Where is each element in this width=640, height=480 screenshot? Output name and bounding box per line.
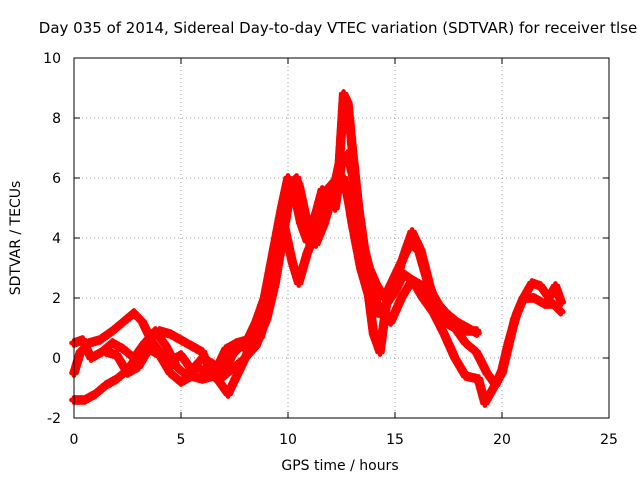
y-tick-label: 8 — [52, 111, 61, 127]
y-tick-label: 4 — [52, 231, 61, 247]
plot-frame — [73, 57, 610, 419]
axis-ticks: 0 5 10 15 20 25 -2 0 2 4 6 8 10 — [43, 51, 618, 448]
x-tick-label: 25 — [600, 432, 618, 448]
chart-title: Day 035 of 2014, Sidereal Day-to-day VTE… — [39, 19, 637, 37]
x-tick-label: 20 — [493, 432, 511, 448]
x-tick-label: 15 — [386, 432, 404, 448]
y-tick-label: 0 — [52, 351, 61, 367]
y-axis-label: SDTVAR / TECUs — [8, 181, 24, 296]
x-tick-label: 10 — [279, 432, 297, 448]
y-tick-label: 2 — [52, 291, 61, 307]
x-tick-label: 0 — [70, 432, 79, 448]
y-tick-label: 6 — [52, 171, 61, 187]
y-tick-label: 10 — [43, 51, 61, 67]
series-markers-4 — [101, 173, 482, 387]
y-tick-label: -2 — [47, 411, 61, 427]
x-axis-label: GPS time / hours — [281, 458, 398, 474]
x-tick-label: 5 — [177, 432, 186, 448]
